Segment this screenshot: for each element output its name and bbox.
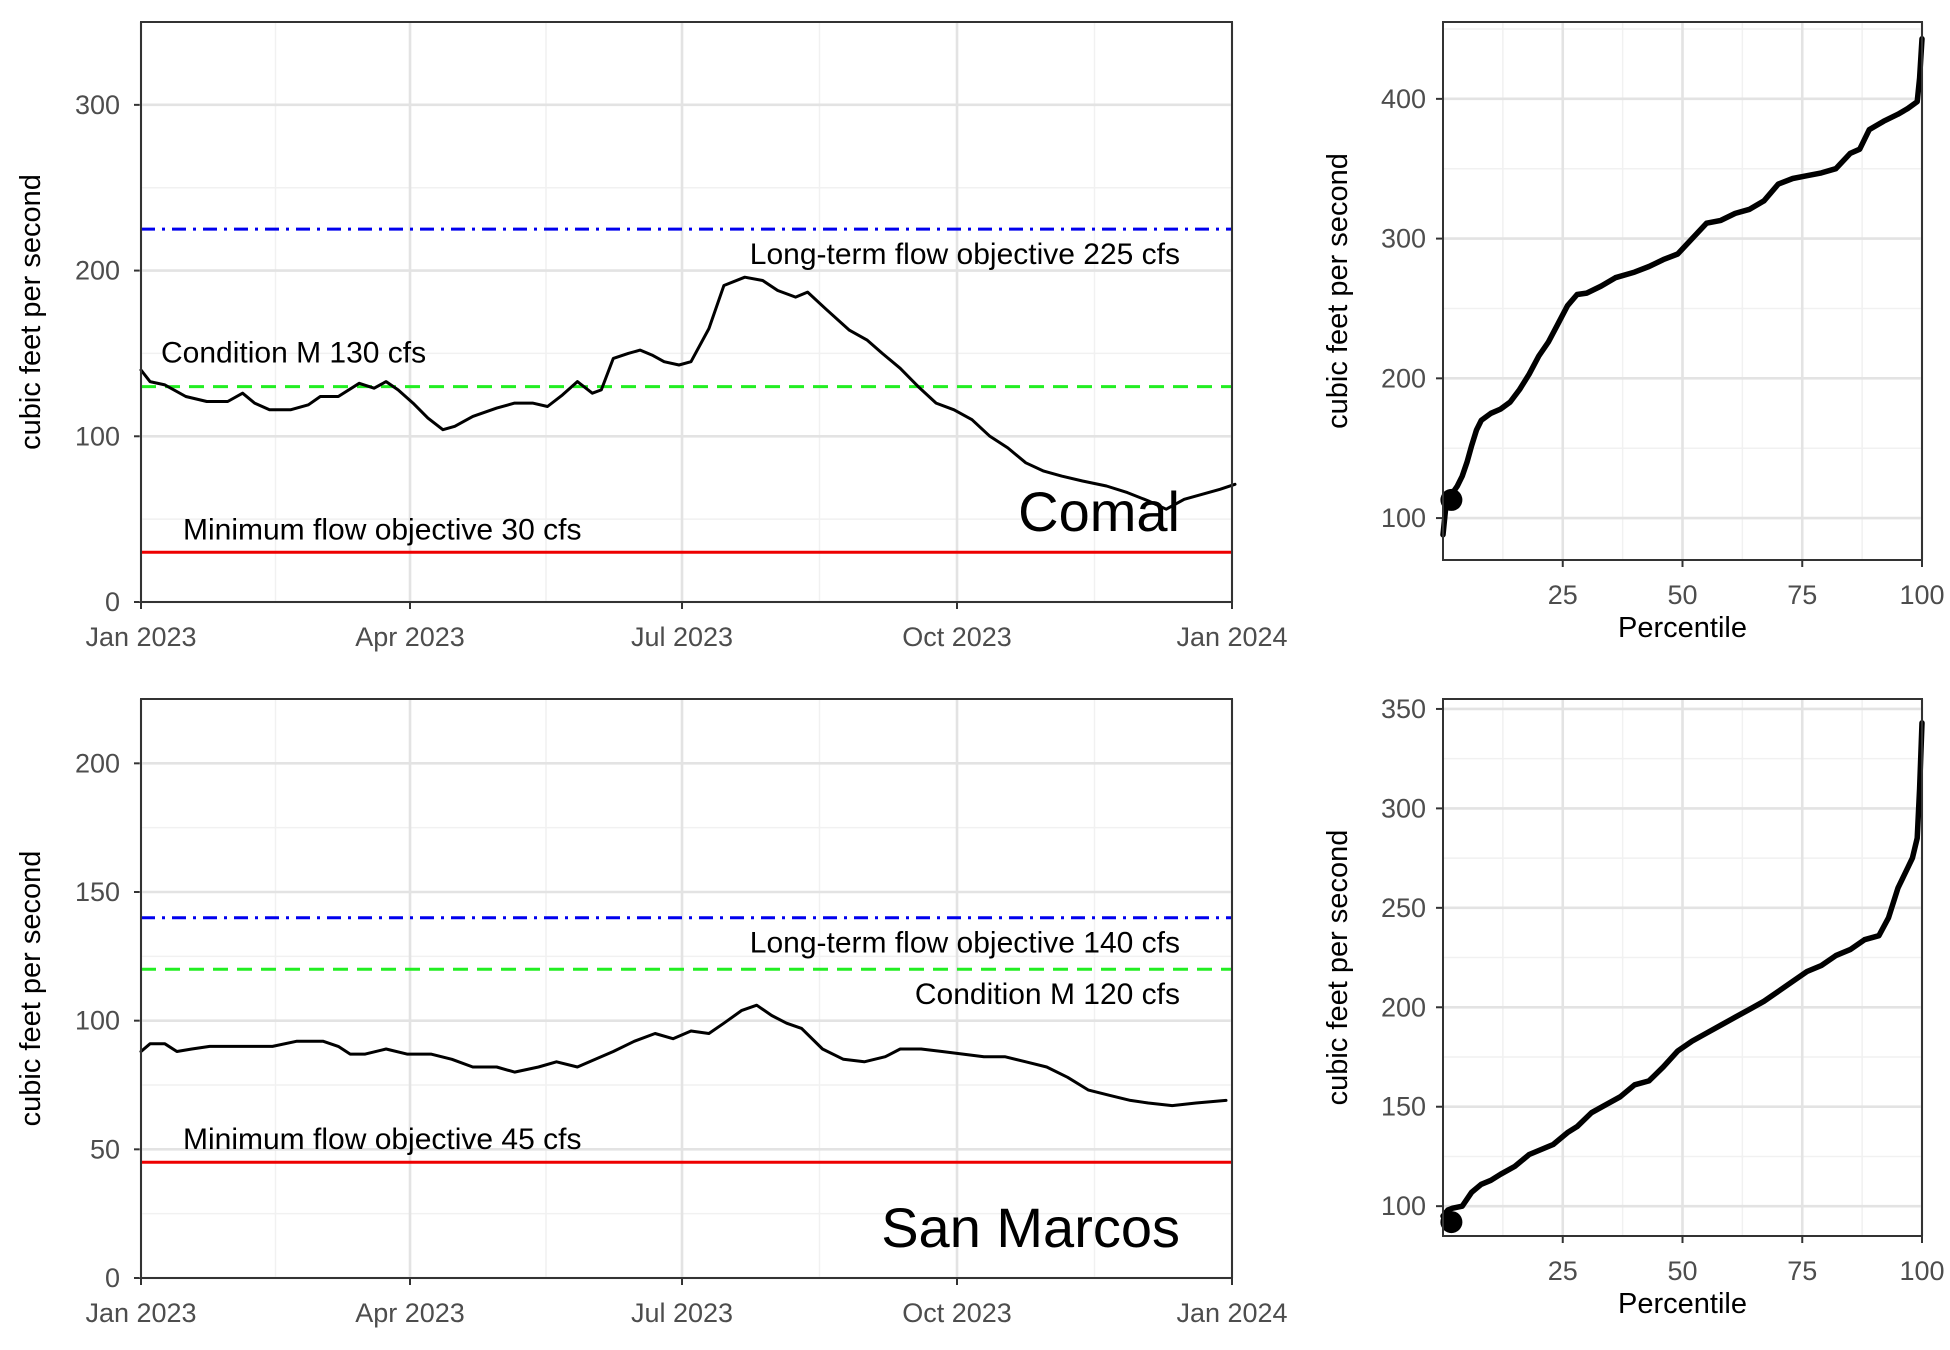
y-tick-label: 350 — [1381, 694, 1426, 724]
plot-area — [141, 22, 1232, 602]
x-tick-label: Jul 2023 — [631, 622, 733, 652]
y-tick-label: 300 — [1381, 793, 1426, 823]
y-axis-label: cubic feet per second — [1322, 830, 1354, 1106]
x-tick-label: Apr 2023 — [355, 622, 465, 652]
percentile-marker — [1440, 488, 1463, 511]
percentile-marker — [1440, 1211, 1463, 1234]
series-line — [139, 275, 1237, 511]
y-tick-label: 250 — [1381, 893, 1426, 923]
plot-frame — [140, 21, 1233, 603]
y-tick-label: 150 — [75, 877, 120, 907]
x-tick-label: Jul 2023 — [631, 1298, 733, 1328]
x-tick-label: Oct 2023 — [902, 1298, 1012, 1328]
x-tick-label: 75 — [1787, 580, 1817, 610]
y-tick-label: 200 — [1381, 363, 1426, 393]
reference-line-label: Condition M 120 cfs — [915, 978, 1180, 1011]
x-tick-label: 50 — [1667, 1256, 1697, 1286]
plot-area — [141, 699, 1232, 1278]
reference-line-label: Minimum flow objective 30 cfs — [183, 513, 581, 546]
x-tick-label: Jan 2023 — [85, 622, 196, 652]
y-tick-label: 150 — [1381, 1092, 1426, 1122]
reference-line-label: Long-term flow objective 140 cfs — [750, 927, 1180, 960]
y-tick-label: 200 — [1381, 992, 1426, 1022]
site-label: San Marcos — [881, 1196, 1180, 1259]
reference-line-label: Condition M 130 cfs — [161, 337, 426, 370]
x-tick-label: Apr 2023 — [355, 1298, 465, 1328]
y-tick-label: 200 — [75, 256, 120, 286]
x-axis-label: Percentile — [1618, 1288, 1747, 1320]
x-tick-label: Jan 2024 — [1176, 1298, 1287, 1328]
y-tick-label: 400 — [1381, 84, 1426, 114]
y-tick-label: 200 — [75, 748, 120, 778]
reference-line-label: Minimum flow objective 45 cfs — [183, 1123, 581, 1156]
y-tick-label: 100 — [75, 1006, 120, 1036]
y-tick-label: 100 — [1381, 1191, 1426, 1221]
x-tick-label: 100 — [1899, 580, 1944, 610]
reference-line-label: Long-term flow objective 225 cfs — [750, 238, 1180, 271]
x-tick-label: 100 — [1899, 1256, 1944, 1286]
y-tick-label: 300 — [75, 90, 120, 120]
y-tick-label: 0 — [105, 1263, 120, 1293]
site-label: Comal — [1018, 480, 1180, 543]
y-tick-label: 100 — [75, 421, 120, 451]
x-tick-label: Oct 2023 — [902, 622, 1012, 652]
y-tick-label: 50 — [90, 1134, 120, 1164]
y-axis-label: cubic feet per second — [15, 174, 47, 450]
y-tick-label: 300 — [1381, 224, 1426, 254]
y-axis-label: cubic feet per second — [15, 851, 47, 1127]
series-line — [139, 1003, 1228, 1108]
plot-frame — [1442, 21, 1923, 561]
x-tick-label: Jan 2024 — [1176, 622, 1287, 652]
x-tick-label: 50 — [1667, 580, 1697, 610]
x-axis-label: Percentile — [1618, 612, 1747, 644]
y-tick-label: 100 — [1381, 503, 1426, 533]
y-tick-label: 0 — [105, 587, 120, 617]
series-line — [1440, 720, 1925, 1219]
plot-frame — [140, 698, 1233, 1279]
san-marcos-percentile-panel: 100 150 200 250 300 350 25 50 75 100 cubic feet pe… — [1322, 694, 1945, 1320]
x-tick-label: Jan 2023 — [85, 1298, 196, 1328]
x-tick-label: 25 — [1548, 580, 1578, 610]
x-tick-label: 25 — [1548, 1256, 1578, 1286]
x-tick-label: 75 — [1787, 1256, 1817, 1286]
plot-frame — [1442, 698, 1923, 1237]
y-axis-label: cubic feet per second — [1322, 153, 1354, 429]
comal-percentile-panel: 100 200 300 400 25 50 75 100 cubic feet per seco… — [1322, 21, 1945, 644]
san-marcos-timeseries-panel: 0 50 100 150 200 Jan 2023 Apr 2023 Jul 2023 Oct … — [15, 698, 1288, 1328]
series-line — [1440, 36, 1925, 538]
comal-timeseries-panel: 0 100 200 300 Jan 2023 Apr 2023 Jul 2023 Oct 20… — [15, 21, 1288, 652]
